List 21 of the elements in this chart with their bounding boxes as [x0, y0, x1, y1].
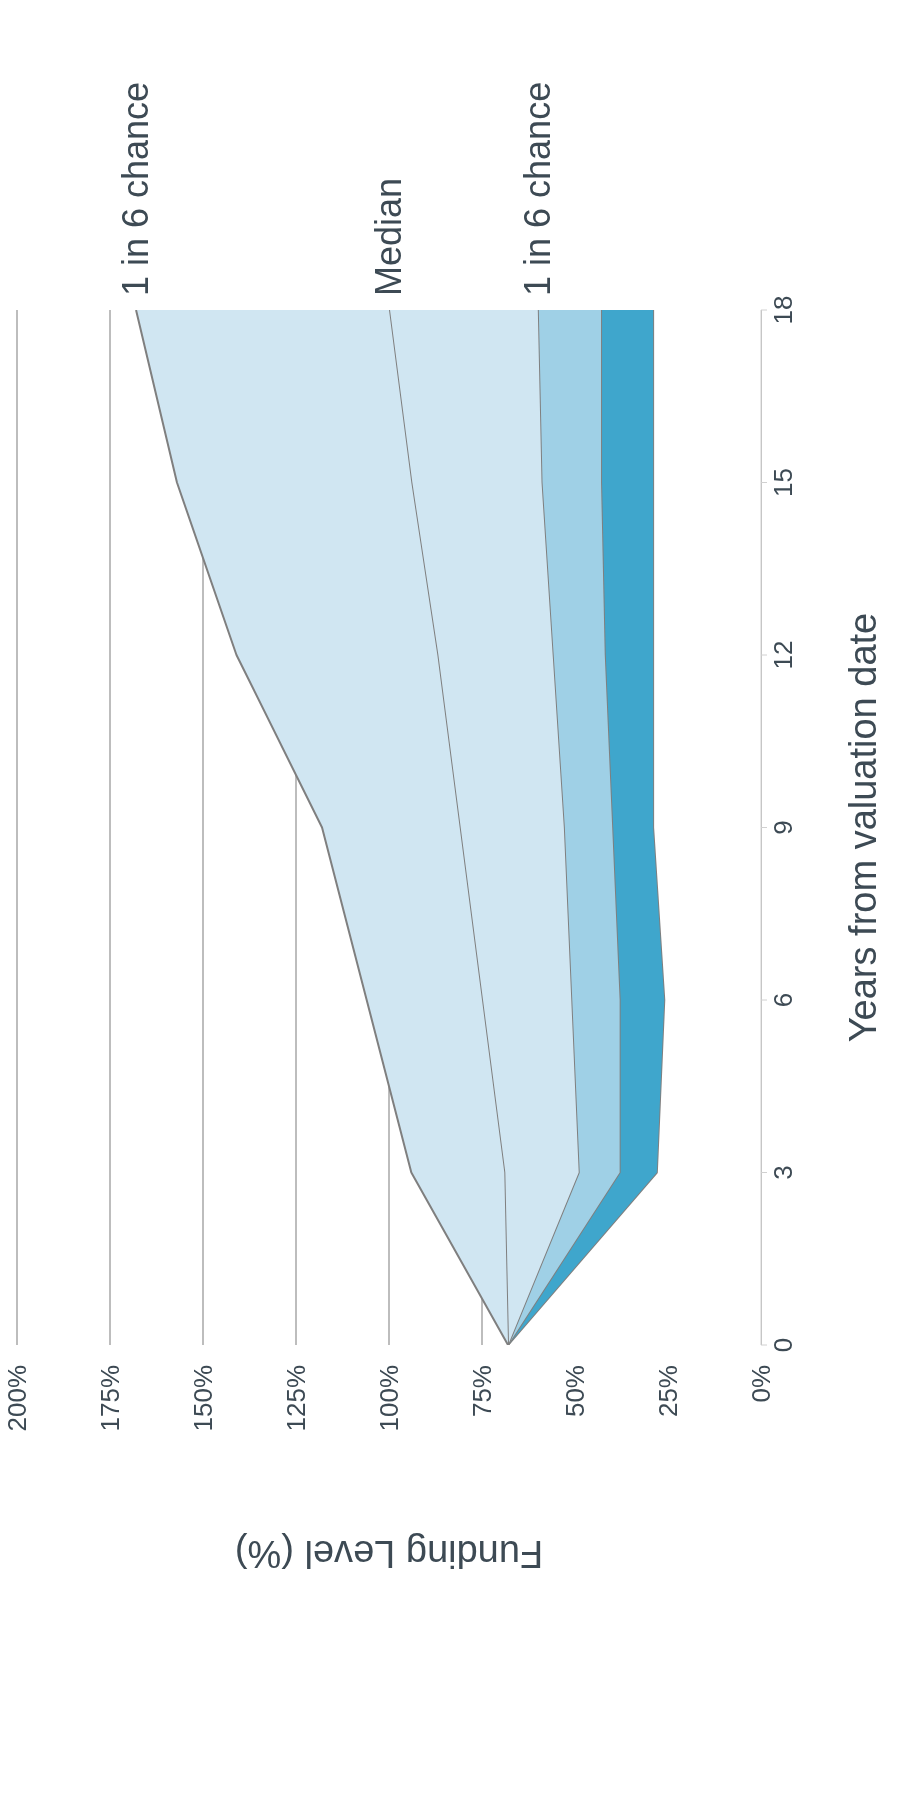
text: 1 in 6 chance: [115, 81, 157, 296]
y-tick-label: 15: [768, 468, 798, 497]
y-tick-label: 0: [768, 1337, 798, 1353]
x-tick-label: 100%: [374, 1365, 404, 1432]
x-tick-label: 125%: [281, 1365, 311, 1432]
x-tick-label: 200%: [2, 1365, 32, 1432]
x-axis-title: Funding Level (%): [234, 1533, 544, 1575]
y-tick-label: 6: [768, 992, 798, 1008]
x-tick-label: 150%: [188, 1365, 218, 1432]
x-tick-label: 25%: [653, 1365, 683, 1418]
text: 1 in 6 chance: [516, 81, 558, 296]
x-tick-label: 0%: [746, 1365, 776, 1403]
y-tick-label: 12: [768, 640, 798, 670]
x-tick-label: 75%: [467, 1365, 497, 1418]
text: Median: [368, 177, 409, 296]
y-tick-label: 18: [768, 295, 798, 325]
y-tick-label: 3: [768, 1165, 798, 1180]
x-tick-label: 175%: [95, 1365, 125, 1432]
y-tick-label: 9: [768, 820, 798, 835]
x-tick-label: 50%: [560, 1365, 590, 1418]
y-axis-title: Years from valuation date: [842, 612, 884, 1043]
